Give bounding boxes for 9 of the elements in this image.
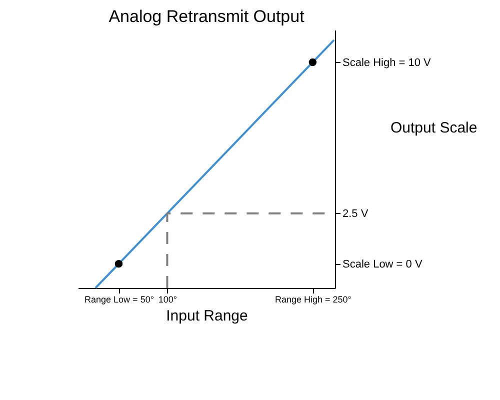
x-tick-label: Range Low = 50° — [84, 294, 154, 304]
y-tick-label: Scale Low = 0 V — [342, 258, 423, 270]
chart-title: Analog Retransmit Output — [108, 7, 305, 26]
y-axis-title: Output Scale — [390, 120, 478, 136]
x-axis-title: Input Range — [166, 308, 248, 324]
x-tick-label: Range High = 250° — [274, 294, 352, 304]
y-tick-label: Scale High = 10 V — [342, 56, 432, 69]
x-tick-label: 100° — [158, 294, 178, 304]
y-tick-label: 2.5 V — [342, 208, 369, 220]
